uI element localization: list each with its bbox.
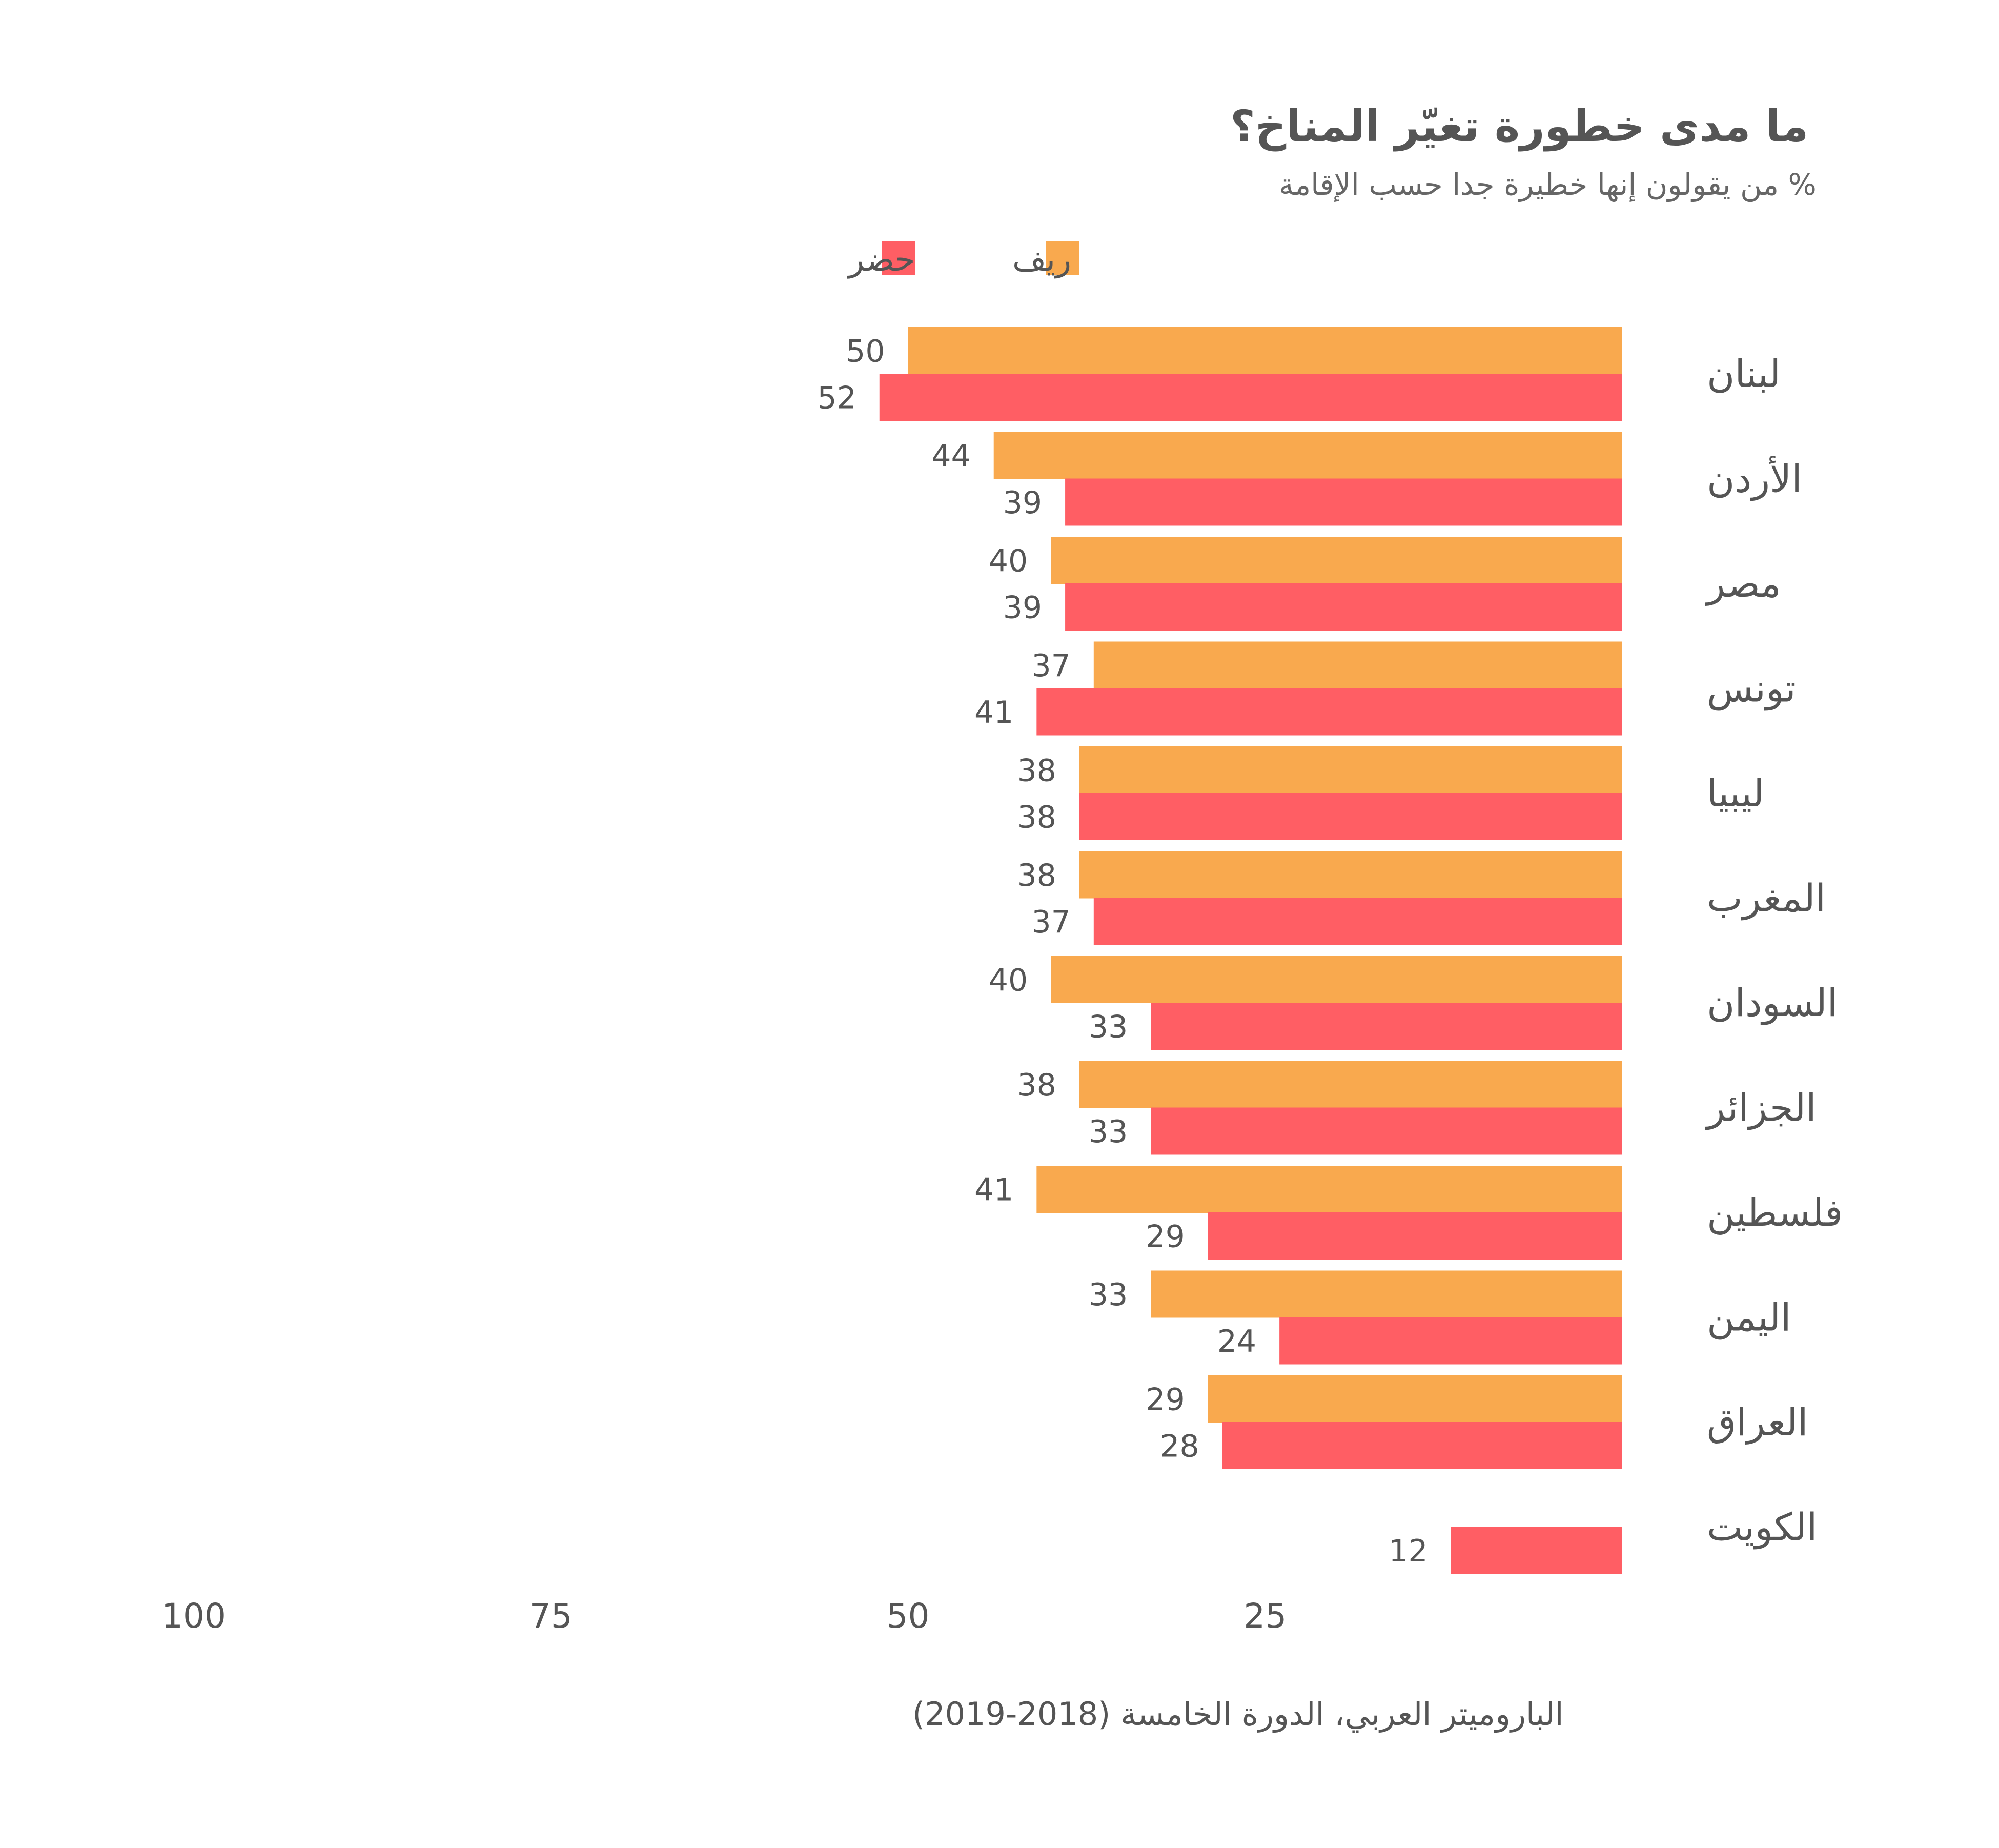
- legend: ريف حضر: [847, 241, 1079, 279]
- value-label-rural-2: 40: [989, 543, 1028, 579]
- bar-rural-6: [1051, 956, 1622, 1003]
- bar-rural-9: [1151, 1270, 1622, 1318]
- bar-rural-0: [908, 327, 1622, 374]
- value-label-rural-9: 33: [1089, 1277, 1128, 1313]
- value-label-urban-4: 38: [1017, 800, 1056, 836]
- legend-label-urban: حضر: [847, 241, 915, 279]
- bar-urban-6: [1151, 1003, 1622, 1050]
- bar-urban-5: [1093, 898, 1622, 945]
- value-label-rural-0: 50: [846, 334, 885, 370]
- x-tick-label-0: 100: [161, 1596, 226, 1636]
- bar-urban-8: [1208, 1212, 1622, 1260]
- value-label-urban-1: 39: [1003, 485, 1042, 521]
- bars-group: [879, 327, 1622, 1574]
- value-label-urban-11: 12: [1389, 1533, 1427, 1569]
- category-label-11: الكويت: [1707, 1506, 1817, 1550]
- category-label-4: ليبيا: [1707, 771, 1764, 816]
- bar-rural-2: [1051, 537, 1622, 584]
- bar-urban-9: [1279, 1317, 1622, 1365]
- category-label-7: الجزائر: [1705, 1086, 1817, 1130]
- category-label-9: اليمن: [1707, 1296, 1791, 1340]
- bar-rural-8: [1036, 1166, 1622, 1213]
- category-label-3: تونس: [1707, 667, 1796, 711]
- bar-rural-4: [1079, 746, 1622, 794]
- value-label-urban-2: 39: [1003, 590, 1042, 626]
- bar-rural-5: [1079, 851, 1622, 899]
- value-label-urban-6: 33: [1089, 1009, 1128, 1045]
- value-label-urban-8: 29: [1146, 1219, 1185, 1255]
- source-note: الباروميتر العربي، الدورة الخامسة (2018-…: [912, 1695, 1564, 1733]
- legend-label-rural: ريف: [1012, 241, 1071, 279]
- bar-urban-10: [1222, 1422, 1622, 1469]
- value-label-urban-0: 52: [817, 380, 856, 416]
- bar-urban-0: [879, 374, 1622, 421]
- bar-urban-7: [1151, 1107, 1622, 1155]
- category-label-5: المغرب: [1707, 877, 1826, 921]
- chart-subtitle: % من يقولون إنها خطيرة جدا حسب الإقامة: [1279, 167, 1817, 202]
- value-label-rural-6: 40: [989, 963, 1028, 999]
- bar-urban-11: [1451, 1527, 1622, 1574]
- bar-urban-3: [1036, 688, 1622, 736]
- legend-swatch-rural: [1046, 241, 1079, 275]
- category-label-6: السودان: [1707, 981, 1838, 1025]
- category-label-1: الأردن: [1707, 456, 1802, 501]
- category-label-0: لبنان: [1707, 352, 1781, 396]
- value-label-urban-10: 28: [1160, 1429, 1199, 1465]
- legend-swatch-urban: [882, 241, 915, 275]
- value-label-urban-3: 41: [974, 695, 1013, 730]
- category-labels-group: لبنان الأردن مصر تونس ليبيا المغرب السودان الجز…: [1705, 352, 1843, 1550]
- bar-urban-4: [1079, 793, 1622, 840]
- chart-title: ما مدى خطورة تغيّر المناخ؟: [1230, 101, 1808, 152]
- value-label-urban-7: 33: [1089, 1114, 1128, 1150]
- value-label-rural-7: 38: [1017, 1067, 1056, 1103]
- bar-urban-1: [1065, 478, 1622, 526]
- x-tick-label-1: 75: [529, 1596, 573, 1636]
- value-label-rural-10: 29: [1146, 1382, 1185, 1418]
- value-label-rural-5: 38: [1017, 858, 1056, 893]
- value-label-urban-9: 24: [1217, 1324, 1256, 1359]
- bar-rural-1: [993, 432, 1622, 479]
- category-label-2: مصر: [1705, 562, 1781, 606]
- value-label-rural-3: 37: [1031, 648, 1070, 684]
- bar-rural-10: [1208, 1375, 1622, 1423]
- value-labels-group: 5052443940393741383838374033383341293324…: [817, 334, 1427, 1570]
- value-label-urban-5: 37: [1031, 904, 1070, 940]
- value-label-rural-8: 41: [974, 1172, 1013, 1208]
- x-axis-ticks: 100 75 50 25: [161, 1596, 1287, 1636]
- bar-rural-7: [1079, 1061, 1622, 1108]
- bar-rural-3: [1093, 641, 1622, 689]
- category-label-8: فلسطين: [1707, 1191, 1843, 1235]
- x-tick-label-2: 50: [887, 1596, 930, 1636]
- value-label-rural-4: 38: [1017, 753, 1056, 789]
- x-tick-label-3: 25: [1243, 1596, 1287, 1636]
- bar-urban-2: [1065, 583, 1622, 631]
- value-label-rural-1: 44: [931, 438, 970, 474]
- category-label-10: العراق: [1707, 1400, 1808, 1445]
